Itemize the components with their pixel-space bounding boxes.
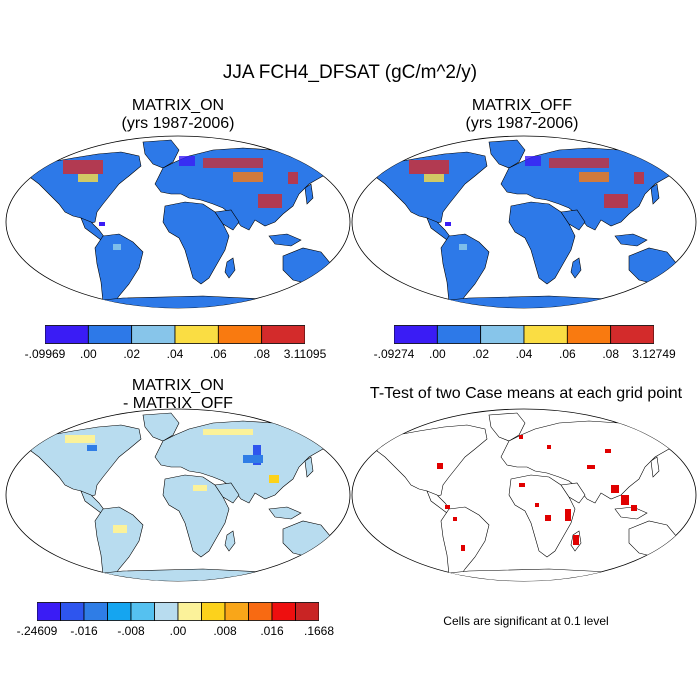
panel-title-line2: - MATRIX_OFF (123, 395, 233, 412)
colorbar-labels-matrix-on: -.09969 .00 .02 .04 .06 .08 3.11095 (25, 347, 327, 363)
panel-title-line1: MATRIX_ON (131, 97, 225, 114)
colorbar-swatch (174, 325, 219, 344)
colorbar-label: .00 (428, 347, 446, 361)
panel-title-difference: MATRIX_ON - MATRIX_OFF (8, 377, 348, 413)
colorbar-label: -.24609 (16, 624, 58, 638)
map-ttest (351, 408, 697, 582)
significant-cells (437, 435, 637, 551)
colorbar-swatch (271, 602, 296, 621)
colorbar-label: -.016 (70, 624, 98, 638)
colorbar-label: .02 (472, 347, 489, 361)
colorbar-label: .008 (213, 624, 237, 638)
colorbar-swatch (248, 602, 273, 621)
colorbar-swatch (107, 602, 132, 621)
colorbar-swatch (201, 602, 226, 621)
colorbar-difference (37, 602, 319, 621)
colorbar-swatch (394, 325, 438, 344)
colorbar-labels-difference: -.24609 -.016 -.008 .00 .008 .016 .1668 (17, 624, 334, 640)
panel-title-ttest: T-Test of two Case means at each grid po… (352, 385, 700, 403)
colorbar-swatch (261, 325, 305, 344)
map-matrix-off (351, 135, 697, 309)
colorbar-swatch (295, 602, 319, 621)
colorbar-label: 3.12749 (632, 347, 676, 361)
colorbar-label: -.09969 (24, 347, 66, 361)
colorbar-swatch (60, 602, 85, 621)
panel-title-line1: MATRIX_ON (131, 377, 225, 394)
colorbar-labels-matrix-off: -.09274 .00 .02 .04 .06 .08 3.12749 (374, 347, 676, 363)
colorbar-label: .08 (602, 347, 619, 361)
anomaly-spots (65, 429, 279, 533)
colorbar-label: 3.11095 (283, 347, 327, 361)
colorbar-swatch (217, 325, 263, 344)
colorbar-swatch (480, 325, 525, 344)
colorbar-swatch (37, 602, 61, 621)
colorbar-label: .00 (79, 347, 97, 361)
colorbar-swatch (224, 602, 249, 621)
colorbar-swatch (130, 602, 155, 621)
colorbar-swatch (45, 325, 89, 344)
map-matrix-on (5, 135, 351, 309)
colorbar-label: .04 (166, 347, 184, 361)
colorbar-swatch (83, 602, 108, 621)
colorbar-label: .08 (253, 347, 270, 361)
colorbar-matrix-off (394, 325, 654, 344)
colorbar-matrix-on (45, 325, 305, 344)
colorbar-swatch (87, 325, 133, 344)
colorbar-swatch (131, 325, 176, 344)
colorbar-label: .06 (209, 347, 227, 361)
map-difference (5, 408, 351, 582)
colorbar-label: .06 (558, 347, 576, 361)
panel-title-line1: T-Test of two Case means at each grid po… (369, 385, 683, 402)
colorbar-swatch (177, 602, 202, 621)
colorbar-swatch (610, 325, 654, 344)
significance-note: Cells are significant at 0.1 level (443, 614, 609, 628)
hot-spots (409, 156, 644, 250)
colorbar-label: -.09274 (373, 347, 415, 361)
panel-title-matrix-off: MATRIX_OFF (yrs 1987-2006) (352, 97, 692, 133)
hot-spots (63, 156, 298, 250)
colorbar-label: .02 (123, 347, 140, 361)
colorbar-label: .1668 (303, 624, 335, 638)
panel-title-line1: MATRIX_OFF (471, 97, 573, 114)
colorbar-label: -.008 (117, 624, 145, 638)
main-title: JJA FCH4_DFSAT (gC/m^2/y) (222, 62, 478, 83)
colorbar-swatch (154, 602, 179, 621)
colorbar-label: .04 (515, 347, 533, 361)
colorbar-label: .016 (260, 624, 284, 638)
colorbar-swatch (566, 325, 612, 344)
colorbar-label: .00 (169, 624, 187, 638)
panel-title-line2: (yrs 1987-2006) (121, 115, 235, 132)
panel-title-matrix-on: MATRIX_ON (yrs 1987-2006) (8, 97, 348, 133)
colorbar-swatch (436, 325, 482, 344)
panel-title-line2: (yrs 1987-2006) (465, 115, 579, 132)
colorbar-swatch (523, 325, 568, 344)
